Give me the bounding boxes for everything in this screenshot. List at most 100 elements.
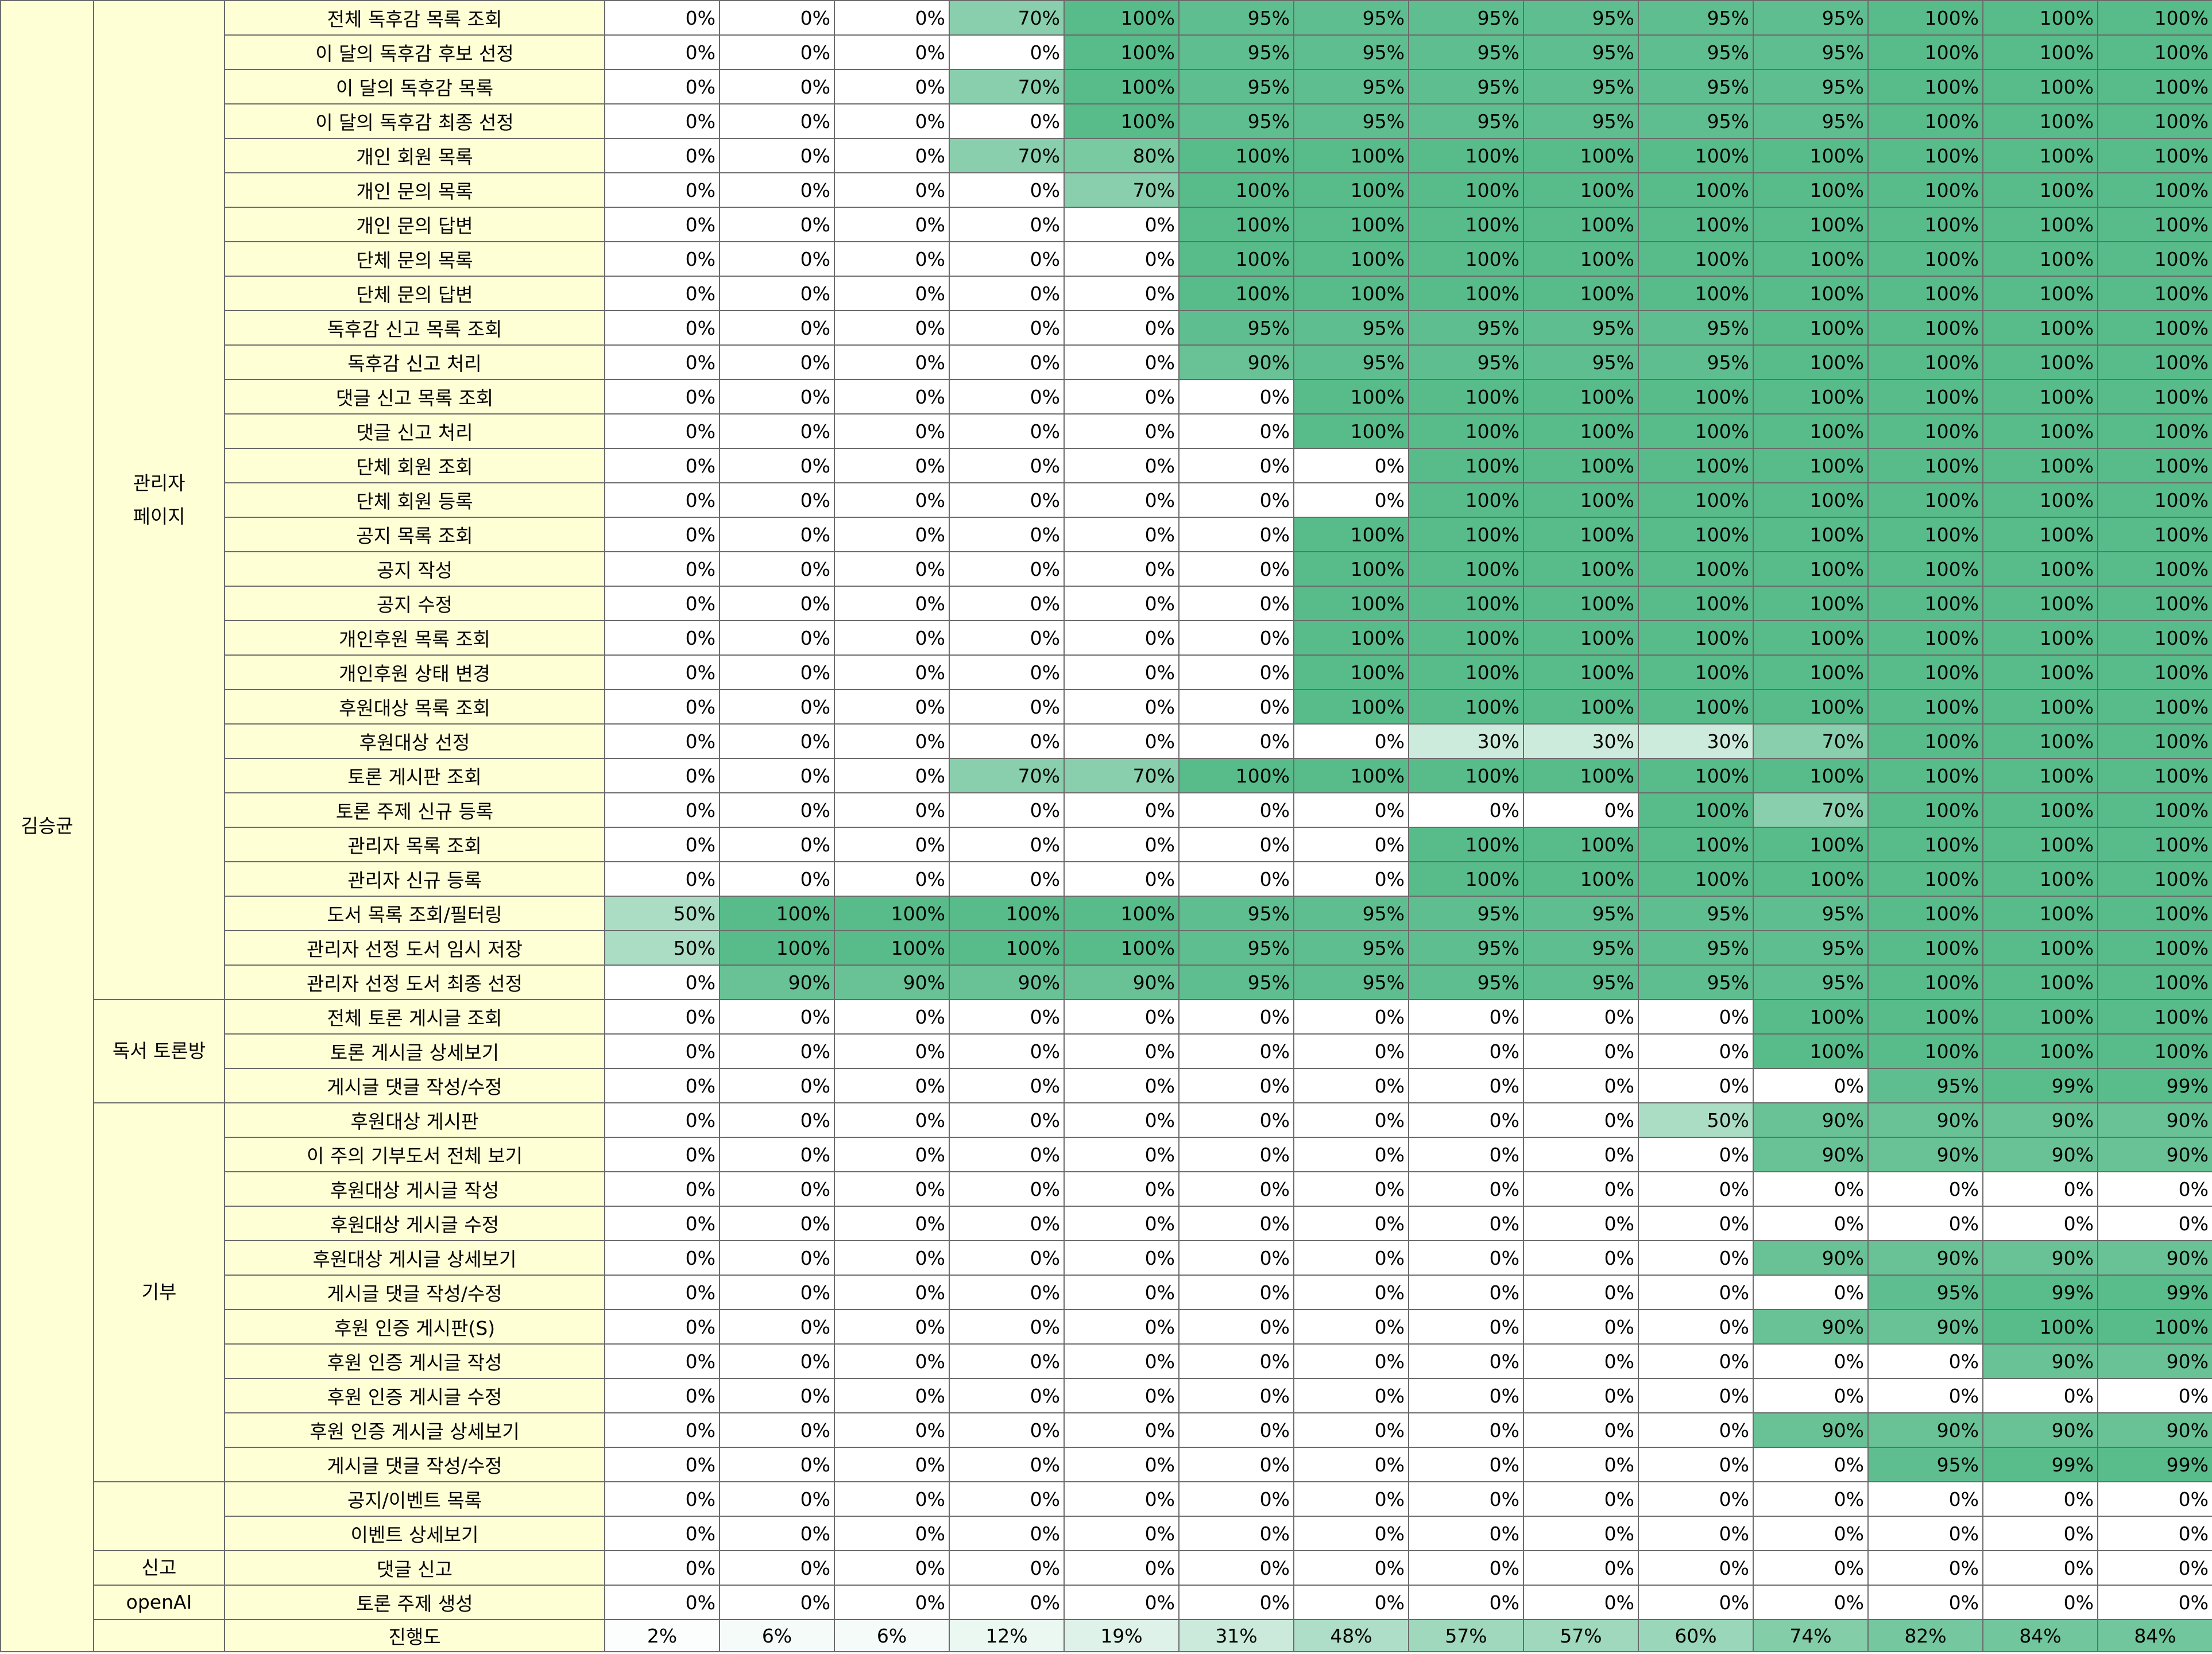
progress-cell[interactable]: 100% bbox=[1638, 276, 1754, 311]
progress-cell[interactable]: 90% bbox=[2097, 1412, 2212, 1448]
progress-cell[interactable]: 100% bbox=[1982, 792, 2098, 828]
progress-cell[interactable]: 0% bbox=[1523, 792, 1639, 828]
feature-cell[interactable]: 후원대상 게시글 수정 bbox=[224, 1206, 605, 1241]
progress-cell[interactable]: 0% bbox=[1638, 1309, 1754, 1345]
progress-cell[interactable]: 100% bbox=[1753, 310, 1869, 346]
progress-cell[interactable]: 0% bbox=[1064, 654, 1180, 690]
progress-cell[interactable]: 0% bbox=[1293, 1481, 1409, 1517]
progress-cell[interactable]: 100% bbox=[1982, 0, 2098, 36]
progress-cell[interactable]: 0% bbox=[1523, 1447, 1639, 1482]
progress-cell[interactable]: 0% bbox=[949, 827, 1065, 862]
feature-cell[interactable]: 독후감 신고 처리 bbox=[224, 344, 605, 380]
progress-cell[interactable]: 0% bbox=[719, 654, 835, 690]
progress-cell[interactable]: 0% bbox=[604, 1585, 720, 1620]
progress-cell[interactable]: 100% bbox=[1753, 620, 1869, 656]
progress-cell[interactable]: 0% bbox=[719, 1137, 835, 1172]
progress-cell[interactable]: 95% bbox=[1638, 344, 1754, 380]
summary-cell[interactable]: 2% bbox=[604, 1619, 720, 1652]
progress-cell[interactable]: 0% bbox=[1523, 1068, 1639, 1103]
progress-cell[interactable]: 0% bbox=[604, 207, 720, 242]
progress-cell[interactable]: 0% bbox=[1867, 1206, 1983, 1241]
progress-cell[interactable]: 0% bbox=[1753, 1171, 1869, 1207]
progress-cell[interactable]: 95% bbox=[1178, 930, 1294, 966]
progress-cell[interactable]: 0% bbox=[719, 103, 835, 139]
progress-cell[interactable]: 100% bbox=[834, 930, 950, 966]
progress-cell[interactable]: 0% bbox=[719, 1102, 835, 1138]
progress-cell[interactable]: 100% bbox=[2097, 207, 2212, 242]
progress-cell[interactable]: 0% bbox=[1638, 1206, 1754, 1241]
progress-cell[interactable]: 70% bbox=[949, 69, 1065, 104]
feature-cell[interactable]: 후원 인증 게시글 작성 bbox=[224, 1343, 605, 1379]
progress-cell[interactable]: 0% bbox=[719, 1240, 835, 1276]
progress-cell[interactable]: 0% bbox=[1982, 1206, 2098, 1241]
progress-cell[interactable]: 100% bbox=[1753, 172, 1869, 208]
progress-cell[interactable]: 95% bbox=[1867, 1068, 1983, 1103]
summary-cell[interactable]: 74% bbox=[1753, 1619, 1869, 1652]
progress-cell[interactable]: 0% bbox=[604, 276, 720, 311]
progress-cell[interactable]: 100% bbox=[1753, 413, 1869, 449]
progress-cell[interactable]: 90% bbox=[834, 964, 950, 1000]
progress-cell[interactable]: 0% bbox=[1178, 379, 1294, 415]
progress-cell[interactable]: 0% bbox=[949, 1585, 1065, 1620]
category-cell[interactable]: 독서 토론방 bbox=[93, 999, 225, 1103]
progress-cell[interactable]: 100% bbox=[1753, 241, 1869, 277]
progress-cell[interactable]: 0% bbox=[719, 517, 835, 552]
progress-cell[interactable]: 0% bbox=[1753, 1068, 1869, 1103]
progress-cell[interactable]: 0% bbox=[1178, 1447, 1294, 1482]
progress-cell[interactable]: 0% bbox=[1293, 1171, 1409, 1207]
progress-cell[interactable]: 100% bbox=[1293, 172, 1409, 208]
progress-cell[interactable]: 100% bbox=[1982, 34, 2098, 70]
progress-cell[interactable]: 100% bbox=[719, 930, 835, 966]
progress-cell[interactable]: 100% bbox=[1408, 586, 1524, 621]
progress-cell[interactable]: 100% bbox=[1867, 517, 1983, 552]
summary-cell[interactable]: 12% bbox=[949, 1619, 1065, 1652]
progress-cell[interactable]: 100% bbox=[1867, 34, 1983, 70]
feature-cell[interactable]: 댓글 신고 bbox=[224, 1550, 605, 1586]
progress-cell[interactable]: 0% bbox=[1867, 1516, 1983, 1551]
progress-cell[interactable]: 90% bbox=[1178, 344, 1294, 380]
progress-cell[interactable]: 100% bbox=[1867, 69, 1983, 104]
progress-cell[interactable]: 0% bbox=[949, 276, 1065, 311]
progress-cell[interactable]: 0% bbox=[604, 586, 720, 621]
progress-cell[interactable]: 0% bbox=[604, 758, 720, 793]
progress-cell[interactable]: 100% bbox=[1523, 172, 1639, 208]
progress-cell[interactable]: 0% bbox=[1982, 1516, 2098, 1551]
progress-cell[interactable]: 100% bbox=[1867, 689, 1983, 725]
progress-cell[interactable]: 100% bbox=[1753, 586, 1869, 621]
progress-cell[interactable]: 0% bbox=[2097, 1206, 2212, 1241]
progress-cell[interactable]: 70% bbox=[1753, 723, 1869, 759]
progress-cell[interactable]: 95% bbox=[1523, 34, 1639, 70]
progress-cell[interactable]: 0% bbox=[1638, 1343, 1754, 1379]
progress-cell[interactable]: 0% bbox=[604, 1481, 720, 1517]
progress-cell[interactable]: 0% bbox=[949, 172, 1065, 208]
progress-cell[interactable]: 0% bbox=[1638, 1412, 1754, 1448]
progress-cell[interactable]: 0% bbox=[604, 448, 720, 483]
progress-cell[interactable]: 100% bbox=[1408, 551, 1524, 587]
progress-cell[interactable]: 0% bbox=[949, 1068, 1065, 1103]
progress-cell[interactable]: 100% bbox=[2097, 69, 2212, 104]
progress-cell[interactable]: 100% bbox=[1638, 792, 1754, 828]
progress-cell[interactable]: 0% bbox=[1064, 1550, 1180, 1586]
progress-cell[interactable]: 0% bbox=[1178, 1240, 1294, 1276]
progress-cell[interactable]: 0% bbox=[834, 1309, 950, 1345]
progress-cell[interactable]: 95% bbox=[1408, 0, 1524, 36]
progress-cell[interactable]: 0% bbox=[1064, 1033, 1180, 1069]
progress-cell[interactable]: 0% bbox=[834, 1275, 950, 1310]
progress-cell[interactable]: 100% bbox=[1753, 1033, 1869, 1069]
progress-cell[interactable]: 0% bbox=[604, 69, 720, 104]
progress-cell[interactable]: 0% bbox=[834, 69, 950, 104]
progress-cell[interactable]: 70% bbox=[1753, 792, 1869, 828]
progress-cell[interactable]: 0% bbox=[1408, 1102, 1524, 1138]
progress-cell[interactable]: 0% bbox=[1982, 1550, 2098, 1586]
progress-cell[interactable]: 0% bbox=[1064, 1585, 1180, 1620]
progress-cell[interactable]: 0% bbox=[1064, 861, 1180, 897]
progress-cell[interactable]: 90% bbox=[1867, 1309, 1983, 1345]
progress-cell[interactable]: 100% bbox=[1408, 448, 1524, 483]
progress-cell[interactable]: 100% bbox=[2097, 34, 2212, 70]
feature-cell[interactable]: 단체 문의 답변 bbox=[224, 276, 605, 311]
progress-cell[interactable]: 0% bbox=[1293, 1447, 1409, 1482]
progress-cell[interactable]: 95% bbox=[1638, 103, 1754, 139]
progress-cell[interactable]: 0% bbox=[1064, 379, 1180, 415]
progress-cell[interactable]: 100% bbox=[2097, 103, 2212, 139]
progress-cell[interactable]: 0% bbox=[604, 1447, 720, 1482]
